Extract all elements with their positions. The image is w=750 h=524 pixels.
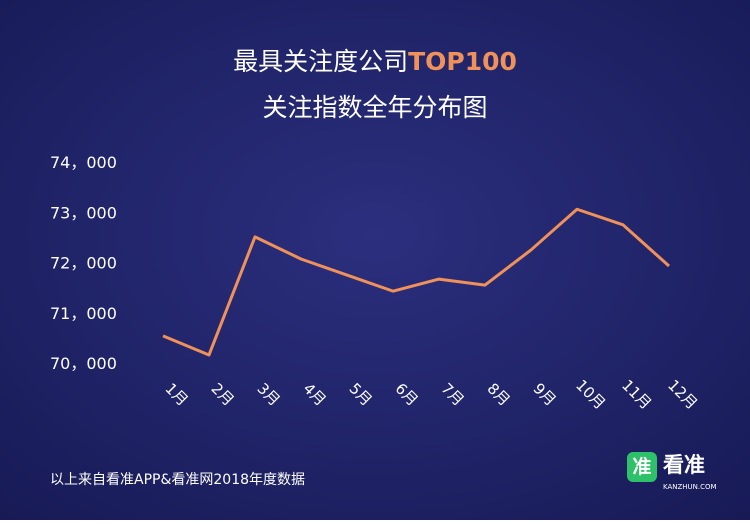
y-tick-label: 74，000	[50, 153, 117, 172]
chart-subtitle: 关注指数全年分布图	[262, 93, 487, 122]
logo-icon: 准	[632, 456, 651, 478]
logo-icon-bg	[627, 452, 657, 482]
data-line	[162, 207, 671, 357]
title-text: 最具关注度公司	[233, 47, 408, 76]
logo-url: KANZHUN.COM	[663, 483, 717, 491]
title-highlight: TOP100	[408, 47, 517, 76]
y-tick-label: 72，000	[50, 254, 117, 273]
y-tick-label: 73，000	[50, 203, 117, 222]
y-tick-label: 71，000	[50, 304, 117, 323]
chart-title: 最具关注度公司TOP100	[233, 47, 517, 76]
y-tick-label: 70，000	[50, 354, 117, 373]
logo-name: 看准	[663, 453, 705, 477]
footnote: 以上来自看准APP&看准网2018年度数据	[50, 472, 305, 488]
